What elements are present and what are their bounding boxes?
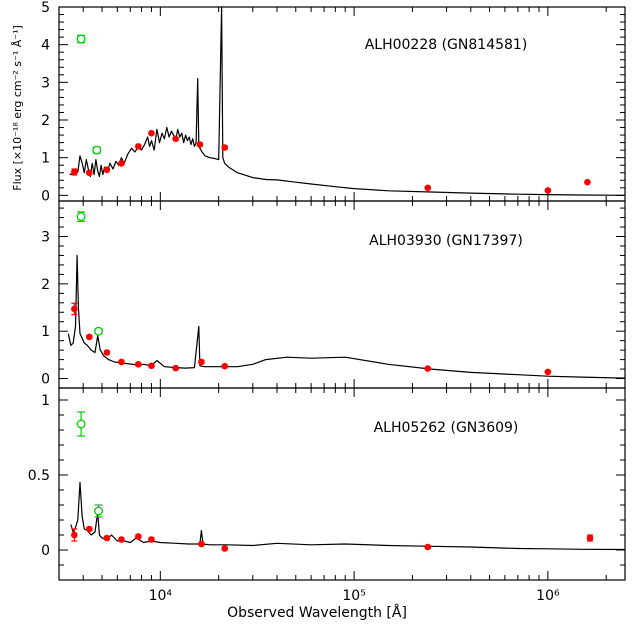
y-tick-label: 0 — [41, 188, 50, 204]
x-tick-label: 10⁶ — [536, 588, 560, 604]
photometry-point — [196, 141, 204, 148]
photometry-point — [172, 135, 179, 143]
panels-group: 0 1 2 3 4 5 ALH00228 (GN814581) 0 1 2 3 ALH03930 (G… — [28, 0, 626, 604]
photometry-point — [103, 534, 111, 542]
photometry-point — [148, 129, 155, 137]
y-tick-label: 3 — [41, 75, 50, 91]
photometry-point — [221, 144, 229, 151]
panel-title: ALH05262 (GN3609) — [374, 420, 519, 436]
photometry-point — [221, 362, 229, 370]
photometry-point — [85, 525, 93, 533]
y-tick-label: 0 — [41, 372, 50, 388]
photometry-point — [198, 540, 205, 548]
photometry-point — [221, 545, 229, 552]
y-tick-label: 2 — [41, 277, 50, 293]
photometry-point — [135, 533, 142, 540]
x-tick-label: 10⁵ — [342, 588, 365, 604]
open-point — [94, 506, 104, 516]
photometry-point — [198, 358, 205, 366]
panel-frame — [58, 200, 626, 389]
photometry-point — [118, 536, 125, 543]
photometry-point — [135, 361, 142, 368]
x-axis-label: Observed Wavelength [Å] — [227, 604, 407, 621]
photometry-point — [148, 536, 155, 543]
photometry-point — [135, 143, 142, 150]
photometry-point — [71, 305, 78, 313]
panel-2: 0 1 2 3 ALH03930 (GN17397) — [41, 200, 626, 389]
y-tick-label: 0.5 — [28, 468, 50, 484]
panel-1: 0 1 2 3 4 5 ALH00228 (GN814581) — [41, 0, 626, 204]
open-point — [76, 212, 86, 222]
model-sed-line — [67, 254, 626, 379]
photometry-point — [85, 333, 93, 341]
y-tick-label: 2 — [41, 113, 50, 129]
photometry-point — [118, 160, 125, 167]
model-sed-line — [70, 481, 626, 551]
photometry-point — [103, 166, 111, 174]
panel-3: 0 0.5 1 ALH05262 (GN3609) 10⁴ 10⁵ 10⁶ — [28, 387, 626, 604]
photometry-point — [424, 365, 432, 372]
photometry-point — [544, 187, 552, 194]
photometry-point — [584, 178, 591, 186]
photometry-point — [103, 349, 111, 356]
photometry-point — [544, 368, 552, 376]
panel-title: ALH00228 (GN814581) — [365, 37, 528, 53]
y-tick-label: 1 — [41, 393, 50, 409]
y-tick-label: 1 — [41, 324, 50, 340]
y-axis-label: Flux [×10⁻¹⁸ erg cm⁻² s⁻¹ Å⁻¹] — [11, 25, 24, 191]
x-tick-label: 10⁴ — [149, 588, 173, 604]
open-point — [94, 326, 104, 336]
photometry-point — [71, 531, 78, 539]
y-tick-label: 5 — [41, 0, 50, 16]
panel-frame — [58, 387, 626, 581]
open-point — [76, 34, 86, 44]
model-sed-line — [69, 6, 626, 196]
y-tick-label: 3 — [41, 230, 50, 246]
photometry-point — [71, 168, 78, 176]
y-tick-label: 1 — [41, 151, 50, 167]
y-tick-label: 4 — [41, 38, 50, 54]
open-point — [92, 145, 102, 155]
photometry-point — [172, 364, 179, 372]
panel-frame — [58, 6, 626, 202]
photometry-point — [85, 169, 93, 177]
photometry-point — [424, 184, 432, 192]
photometry-point — [148, 362, 155, 370]
photometry-point — [424, 543, 432, 551]
y-tick-label: 0 — [41, 543, 50, 559]
open-point — [76, 419, 86, 429]
photometry-point — [118, 358, 125, 366]
panel-title: ALH03930 (GN17397) — [369, 233, 523, 249]
photometry-point — [586, 534, 594, 542]
